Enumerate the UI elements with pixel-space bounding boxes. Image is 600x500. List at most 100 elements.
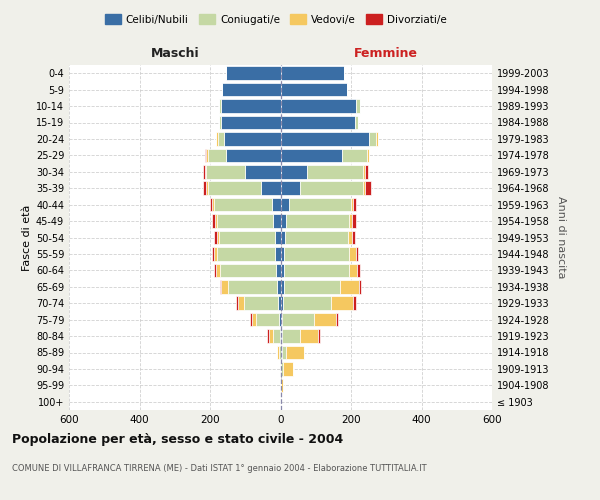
Bar: [284, 247, 349, 260]
Bar: [251, 313, 256, 326]
Bar: [212, 214, 215, 228]
Bar: [277, 346, 279, 359]
Bar: [286, 214, 349, 228]
Bar: [281, 362, 283, 376]
Bar: [281, 247, 284, 260]
Bar: [238, 296, 244, 310]
Bar: [223, 83, 281, 96]
Bar: [261, 182, 281, 195]
Bar: [277, 280, 281, 293]
Bar: [340, 280, 359, 293]
Bar: [218, 132, 224, 145]
Bar: [349, 247, 356, 260]
Bar: [300, 182, 364, 195]
Bar: [275, 231, 281, 244]
Bar: [210, 198, 212, 211]
Bar: [342, 148, 367, 162]
Bar: [273, 330, 280, 343]
Bar: [349, 264, 357, 277]
Bar: [215, 214, 217, 228]
Bar: [281, 296, 283, 310]
Bar: [307, 165, 364, 178]
Bar: [356, 100, 360, 113]
Bar: [206, 148, 208, 162]
Bar: [281, 346, 282, 359]
Bar: [221, 100, 281, 113]
Bar: [348, 231, 352, 244]
Bar: [281, 280, 284, 293]
Bar: [219, 100, 221, 113]
Bar: [356, 247, 358, 260]
Bar: [314, 313, 336, 326]
Bar: [352, 231, 355, 244]
Bar: [351, 198, 353, 211]
Bar: [220, 280, 221, 293]
Bar: [214, 231, 217, 244]
Bar: [282, 330, 300, 343]
Bar: [283, 362, 293, 376]
Bar: [279, 346, 281, 359]
Bar: [278, 296, 281, 310]
Bar: [376, 132, 378, 145]
Bar: [284, 264, 349, 277]
Bar: [281, 231, 285, 244]
Text: Femmine: Femmine: [354, 47, 418, 60]
Bar: [244, 296, 278, 310]
Bar: [250, 313, 251, 326]
Bar: [245, 165, 281, 178]
Y-axis label: Fasce di età: Fasce di età: [22, 204, 32, 270]
Bar: [280, 362, 281, 376]
Bar: [283, 296, 331, 310]
Bar: [281, 148, 342, 162]
Bar: [215, 264, 220, 277]
Bar: [365, 182, 371, 195]
Bar: [281, 165, 307, 178]
Bar: [203, 165, 205, 178]
Bar: [216, 132, 218, 145]
Bar: [359, 280, 361, 293]
Bar: [205, 148, 206, 162]
Bar: [285, 231, 348, 244]
Bar: [219, 231, 275, 244]
Bar: [352, 214, 356, 228]
Bar: [212, 247, 214, 260]
Bar: [214, 264, 215, 277]
Bar: [269, 330, 273, 343]
Bar: [281, 378, 283, 392]
Bar: [281, 100, 356, 113]
Bar: [275, 247, 281, 260]
Bar: [279, 313, 281, 326]
Bar: [206, 182, 208, 195]
Bar: [203, 182, 206, 195]
Bar: [281, 330, 282, 343]
Bar: [300, 330, 318, 343]
Bar: [217, 214, 274, 228]
Bar: [226, 66, 281, 80]
Bar: [221, 280, 227, 293]
Bar: [353, 296, 356, 310]
Bar: [282, 346, 286, 359]
Bar: [256, 313, 279, 326]
Bar: [368, 132, 376, 145]
Y-axis label: Anni di nascita: Anni di nascita: [556, 196, 566, 279]
Bar: [272, 198, 281, 211]
Bar: [276, 264, 281, 277]
Bar: [365, 165, 368, 178]
Bar: [364, 165, 365, 178]
Bar: [217, 247, 275, 260]
Bar: [281, 264, 284, 277]
Bar: [219, 116, 221, 129]
Bar: [280, 330, 281, 343]
Bar: [212, 198, 214, 211]
Bar: [208, 148, 226, 162]
Bar: [281, 214, 286, 228]
Bar: [268, 330, 269, 343]
Bar: [214, 247, 217, 260]
Bar: [220, 264, 276, 277]
Bar: [357, 264, 360, 277]
Bar: [289, 198, 351, 211]
Bar: [286, 346, 304, 359]
Bar: [367, 148, 368, 162]
Text: Maschi: Maschi: [151, 47, 199, 60]
Bar: [205, 165, 206, 178]
